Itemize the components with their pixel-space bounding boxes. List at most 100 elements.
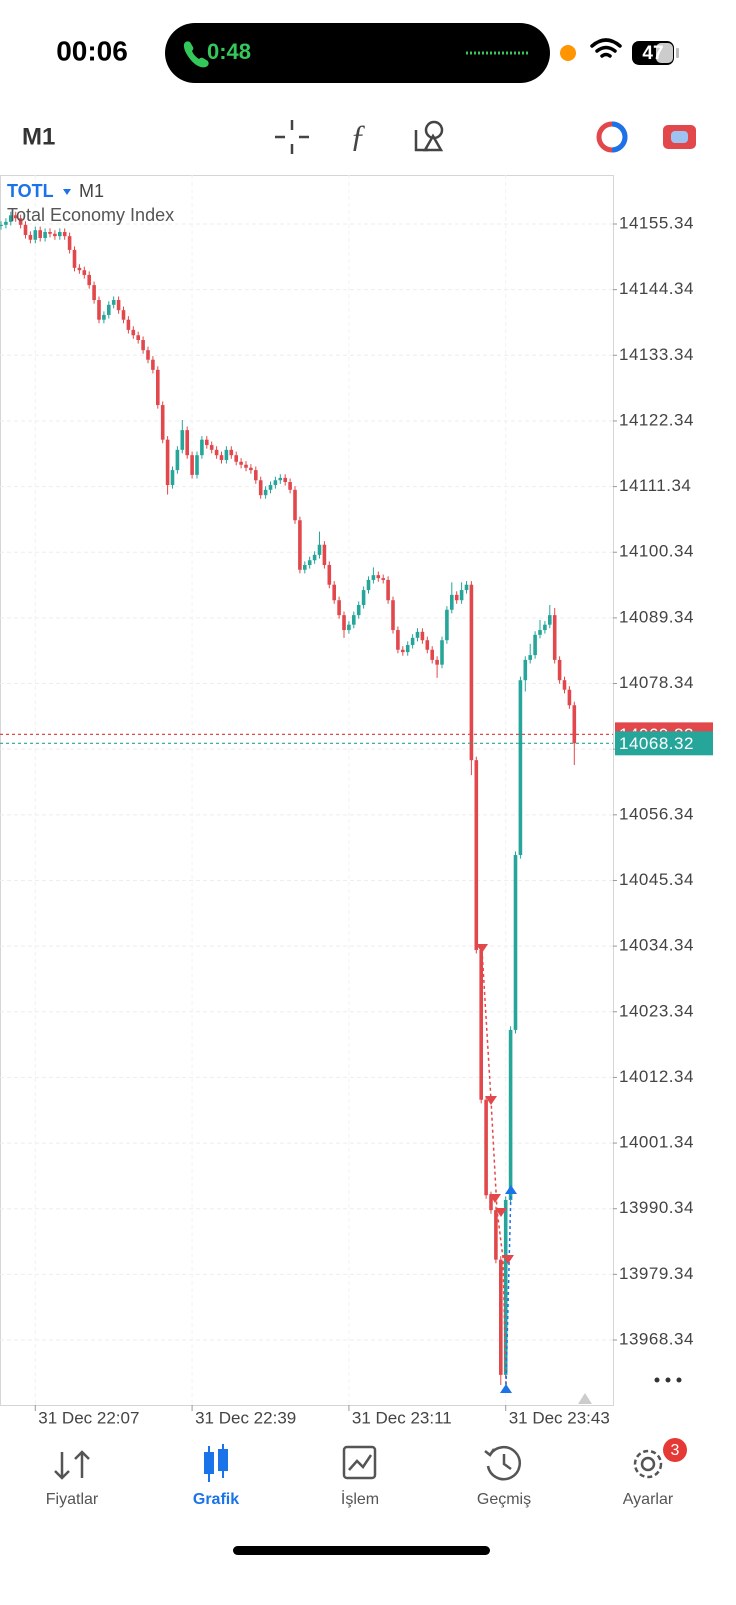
candle-body [273,480,278,486]
y-tick-label: 14078.34 [619,673,694,692]
candle-body [425,640,430,650]
nav-label[interactable]: Fiyatlar [46,1491,99,1508]
objects-button[interactable] [414,120,444,152]
nav-label[interactable]: Geçmiş [477,1491,531,1508]
candle-body [102,314,106,320]
candle-body [126,319,131,330]
candle-body [0,224,3,227]
candle-body [307,560,312,566]
trade-markers [476,944,517,1393]
candle-body [420,631,425,641]
home-indicator [233,1546,490,1555]
candle-body [239,461,243,465]
candle-body [141,340,145,351]
candle-body [356,604,361,616]
candle-body [533,634,537,656]
candle-body [195,455,199,475]
y-tick-label: 14100.34 [619,542,694,561]
bottom-nav: Fiyatlar Grafik İşlem Geçmiş Ayarlar [46,1489,674,1508]
candle-body [82,270,87,275]
candle-body [23,224,28,235]
candle-body [28,234,33,240]
candle-body [249,467,253,471]
candle-body [503,1200,508,1375]
candle-body [156,369,160,406]
candle-body [87,274,91,286]
dynamic-island[interactable] [165,23,550,83]
candle-body [518,680,523,856]
candle-body [454,594,459,601]
candle-body [332,584,336,601]
x-tick-label: 31 Dec 23:43 [509,1408,610,1427]
chart-icon[interactable] [204,1444,228,1482]
candle-body [435,659,439,665]
more-button[interactable] [654,1377,682,1383]
trade-icon[interactable] [342,1445,377,1480]
candle-body [303,565,307,570]
quotes-icon[interactable] [54,1450,90,1480]
indicators-button[interactable]: ƒ [350,117,366,153]
call-icon [183,41,209,68]
crosshair-button[interactable] [275,120,309,154]
scroll-end[interactable] [578,1393,592,1404]
candle-body [116,300,121,311]
candle-body [43,231,47,238]
candle-body [464,584,469,591]
y-tick-label: 14144.34 [619,279,694,298]
candle-body [283,477,287,483]
x-tick-label: 31 Dec 22:07 [38,1408,139,1427]
candle-body [38,230,42,238]
nav-label[interactable]: Grafik [193,1491,239,1508]
candle-body [33,230,38,240]
candle-body [347,624,351,631]
y-tick-label: 14034.34 [619,936,694,955]
candle-body [111,300,116,305]
y-tick-label: 14133.34 [619,345,694,364]
candle-body [77,267,82,271]
candle-body [293,489,297,521]
notification-badge [663,1438,687,1462]
nav-label[interactable]: Ayarlar [623,1491,674,1508]
candle-body [180,430,185,450]
candle-body [229,449,234,456]
candle-body [97,300,101,320]
symbol[interactable]: TOTL [7,181,54,201]
candle-body [528,655,532,660]
candle-body [317,544,322,555]
candle-body [552,615,557,660]
price-lines [0,733,613,744]
nav-label[interactable]: İşlem [341,1489,379,1508]
candle-body [200,439,204,456]
candle-body [298,520,302,570]
candle-body [4,221,8,225]
candle-body [489,1195,493,1211]
candle-body [288,482,292,490]
candle-body [322,544,327,566]
candle-body [342,615,346,631]
candle-body [146,350,150,360]
candle-body [474,760,479,950]
symbol-dropdown[interactable] [63,189,71,195]
candle-body [18,218,23,225]
settings-icon[interactable] [633,1449,663,1479]
candle-body [92,285,96,301]
y-tick-label: 13968.34 [619,1329,694,1348]
timeframe-button[interactable]: M1 [22,123,55,150]
candle-body [376,575,381,579]
candle-body [268,485,273,490]
chart-frame[interactable] [0,175,614,1406]
candle-body [508,1029,513,1200]
candle-body [405,644,410,653]
candle-body [258,480,263,496]
candle-body [219,455,224,460]
candle-body [499,1259,503,1375]
candle-body [312,554,317,561]
history-icon[interactable] [484,1445,521,1481]
candle-body [53,233,57,237]
candle-body [567,689,572,706]
candle-body [9,215,13,222]
candle-body [513,855,518,1030]
candle-body [224,449,229,460]
candle-body [548,615,552,625]
